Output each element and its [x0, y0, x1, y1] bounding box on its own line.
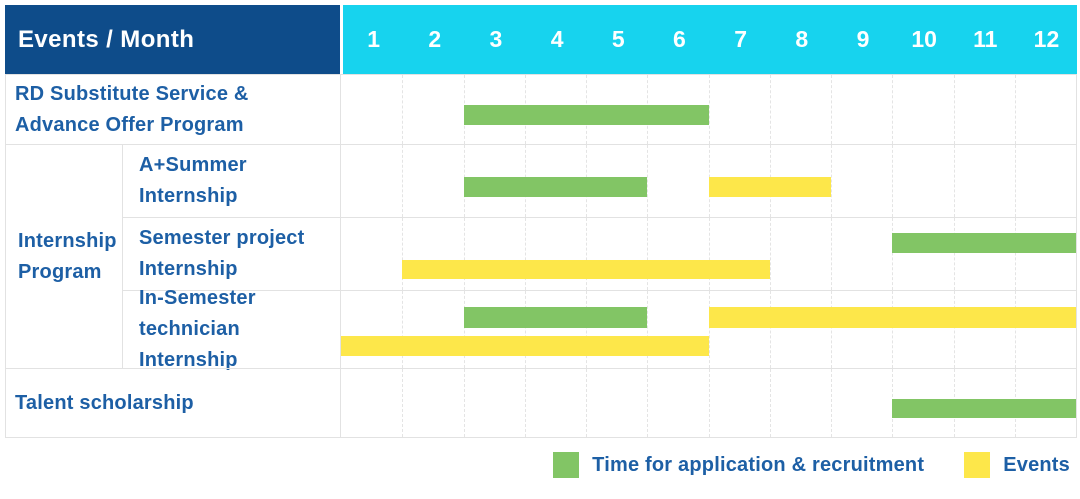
application-recruitment-bar [892, 233, 1076, 253]
legend: Time for application & recruitment Event… [5, 438, 1077, 492]
month-gridline [953, 75, 955, 144]
legend-label-events: Events [1003, 453, 1070, 476]
month-gridline [769, 218, 771, 290]
legend-item-events: Events [964, 452, 1070, 478]
row-label-in-semester-technician: In-Semester technician Internship [122, 287, 340, 371]
month-header-5: 5 [611, 26, 625, 52]
month-gridline [708, 75, 710, 144]
header-events-month: Events / Month [5, 5, 340, 74]
month-gridline [586, 291, 587, 368]
month-gridline [1014, 291, 1016, 368]
month-header-row: 1 2 3 4 5 6 7 8 9 10 11 12 [340, 5, 1077, 74]
month-gridline [524, 369, 526, 437]
application-recruitment-bar [892, 398, 1076, 418]
application-recruitment-bar [463, 176, 648, 197]
month-header-11: 11 [973, 26, 998, 52]
events-bar [708, 307, 1076, 328]
month-gridline [831, 145, 832, 217]
month-gridline [892, 291, 894, 368]
month-gridline [769, 75, 771, 144]
month-gridline [708, 369, 710, 437]
month-gridline [647, 369, 649, 437]
month-gridline [953, 218, 955, 290]
month-gridline [586, 369, 587, 437]
row-label-talent-scholarship: Talent scholarship [5, 368, 340, 438]
month-gridline [892, 145, 894, 217]
month-gridline [647, 145, 649, 217]
events-swatch-icon [964, 452, 991, 478]
legend-label-application: Time for application & recruitment [592, 453, 925, 476]
legend-item-application: Time for application & recruitment [553, 452, 924, 478]
month-header-9: 9 [856, 26, 870, 52]
month-gridline [524, 218, 526, 290]
month-gridline [524, 291, 526, 368]
month-header-3: 3 [489, 26, 503, 52]
month-gridline [708, 218, 710, 290]
month-header-2: 2 [428, 26, 442, 52]
row-label-semester-project: Semester project Internship [122, 217, 340, 290]
application-recruitment-bar [463, 307, 648, 328]
application-recruitment-bar [463, 105, 709, 125]
month-gridline [1014, 75, 1016, 144]
month-header-10: 10 [911, 26, 937, 52]
month-gridline [586, 218, 587, 290]
month-gridline [892, 75, 894, 144]
month-gridline [402, 291, 404, 368]
events-month-table: Events / Month 1 2 3 4 5 6 7 8 9 10 11 12 RD Substi… [5, 5, 1077, 438]
month-gridline [769, 369, 771, 437]
month-gridline [831, 369, 832, 437]
month-gridline [953, 145, 955, 217]
month-gridline [402, 218, 404, 290]
month-header-6: 6 [673, 26, 686, 52]
month-gridline [892, 218, 894, 290]
month-gridline [831, 291, 832, 368]
row-label-rd-substitute: RD Substitute Service & Advance Offer Pr… [5, 74, 340, 144]
month-gridline [402, 145, 404, 217]
month-gridline [1014, 145, 1016, 217]
month-gridline [647, 218, 649, 290]
month-gridline [402, 75, 404, 144]
month-gridline [831, 218, 832, 290]
gantt-page: Events / Month 1 2 3 4 5 6 7 8 9 10 11 12 RD Substi… [0, 5, 1080, 499]
month-gridline [463, 291, 465, 368]
month-header-4: 4 [550, 26, 564, 52]
month-header-8: 8 [795, 26, 809, 52]
month-header-1: 1 [367, 26, 380, 52]
chart-row-talent-scholarship [340, 368, 1077, 438]
chart-row-semester-project [340, 217, 1077, 290]
table-title: Events / Month [18, 25, 195, 53]
month-gridline [708, 291, 710, 368]
month-gridline [463, 218, 465, 290]
events-bar [341, 335, 709, 357]
month-gridline [831, 75, 832, 144]
chart-row-a-plus-summer [340, 144, 1077, 217]
month-gridline [769, 291, 771, 368]
month-gridline [953, 291, 955, 368]
month-gridline [1014, 218, 1016, 290]
chart-row-in-semester-technician [340, 290, 1077, 368]
group-label-internship-program: Internship Program [5, 144, 122, 368]
month-gridline [647, 291, 649, 368]
month-gridline [463, 369, 465, 437]
month-header-12: 12 [1033, 26, 1060, 52]
row-label-a-plus-summer: A+Summer Internship [122, 144, 340, 217]
month-header-7: 7 [734, 26, 748, 52]
application-swatch-icon [553, 452, 580, 478]
chart-row-rd-substitute [340, 74, 1077, 144]
events-bar [402, 259, 770, 280]
events-bar [708, 176, 831, 197]
month-gridline [402, 369, 404, 437]
